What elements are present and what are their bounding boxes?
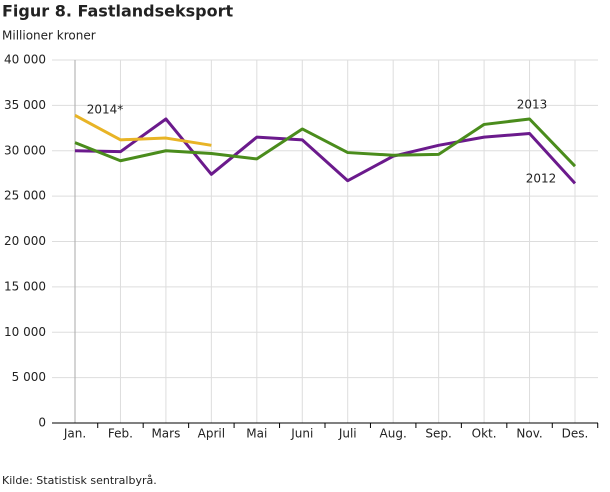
chart-subtitle: Millioner kroner [2,29,96,43]
series-label: 2013 [517,98,548,112]
y-tick-label: 25 000 [4,189,46,203]
series-line [74,114,212,147]
chart-title: Figur 8. Fastlandseksport [2,2,233,21]
series-label: 2014* [87,103,124,117]
x-tick-label: Juni [290,427,313,441]
x-tick-label: Juli [338,427,357,441]
x-tick-label: Okt. [472,427,497,441]
y-tick-label: 10 000 [4,325,46,339]
x-tick-label: Mai [246,427,267,441]
x-tick-label: April [198,427,225,441]
x-tick-label: Aug. [380,427,407,441]
x-tick-label: Mars [151,427,180,441]
y-tick-label: 15 000 [4,279,46,293]
y-tick-label: 30 000 [4,143,46,157]
x-tick-label: Des. [562,427,589,441]
series-label: 2012 [526,172,557,186]
x-tick-label: Feb. [108,427,133,441]
series-line [74,117,577,185]
y-tick-label: 5 000 [12,370,46,384]
y-tick-label: 40 000 [4,53,46,67]
series-line [74,117,577,168]
x-tick-label: Nov. [516,427,542,441]
x-tick-label: Sep. [425,427,451,441]
source: Kilde: Statistisk sentralbyrå. [2,474,157,487]
y-tick-label: 35 000 [4,98,46,112]
y-tick-label: 0 [38,416,46,430]
x-tick-label: Jan. [63,427,86,441]
y-tick-label: 20 000 [4,234,46,248]
